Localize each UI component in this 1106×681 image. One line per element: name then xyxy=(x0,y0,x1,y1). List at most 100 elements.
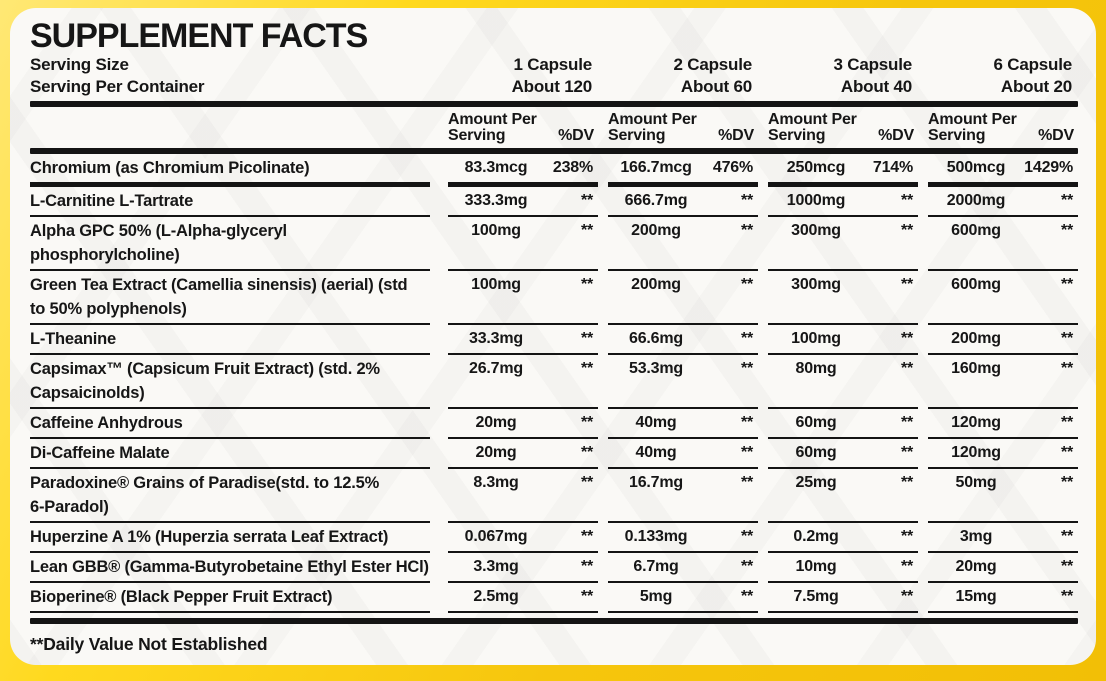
serving-group-cell: 600mg ** xyxy=(928,271,1078,325)
dv-value: ** xyxy=(900,276,913,293)
table-row: Alpha GPC 50% (L-Alpha-glyceryl phosphory… xyxy=(30,217,1078,271)
dv-value: ** xyxy=(740,330,753,347)
ingredient-name-line: L-Theanine xyxy=(30,330,117,348)
column-header-group: Amount Per Serving %DV xyxy=(608,112,758,144)
dv-value: ** xyxy=(740,528,753,545)
amount-value: 16.7mg xyxy=(629,474,683,491)
dv-value: ** xyxy=(580,588,593,605)
amount-per-serving-line1: Amount Per xyxy=(768,111,857,128)
amount-per-serving-line2: Serving xyxy=(768,127,826,144)
ingredient-name: Capsimax™ (Capsicum Fruit Extract) (std.… xyxy=(30,355,430,409)
serving-group-cell: 40mg ** xyxy=(608,409,758,439)
dv-value: ** xyxy=(1060,474,1073,491)
ingredient-name-line: phosphorylcholine) xyxy=(30,246,180,264)
amount-value: 120mg xyxy=(951,444,1001,461)
amount-value: 2000mg xyxy=(946,192,1006,209)
ingredient-name-line: Capsaicinolds) xyxy=(30,384,145,402)
amount-per-serving-line1: Amount Per xyxy=(928,111,1017,128)
amount-value: 200mg xyxy=(951,330,1001,347)
dv-value: ** xyxy=(900,360,913,377)
serving-group-cell: 100mg ** xyxy=(448,271,598,325)
serving-group-cell: 1000mg ** xyxy=(768,187,918,217)
amount-value: 33.3mg xyxy=(469,330,523,347)
divider-bar-bottom xyxy=(30,618,1078,624)
amount-per-serving-line2: Serving xyxy=(928,127,986,144)
amount-value: 300mg xyxy=(791,222,841,239)
amount-value: 120mg xyxy=(951,414,1001,431)
ingredient-name-line: Capsimax™ (Capsicum Fruit Extract) (std.… xyxy=(30,360,380,378)
dv-value: ** xyxy=(580,444,593,461)
serving-group-cell: 100mg ** xyxy=(448,217,598,271)
serving-group-cell: 20mg ** xyxy=(448,409,598,439)
serving-group-cell: 10mg ** xyxy=(768,553,918,583)
serving-option-count: About 40 xyxy=(840,77,912,96)
amount-value: 300mg xyxy=(791,276,841,293)
serving-option-count: About 20 xyxy=(1000,77,1072,96)
serving-group-cell: 2.5mg ** xyxy=(448,583,598,613)
dv-value: ** xyxy=(1060,330,1073,347)
serving-size-label: Serving Size xyxy=(30,55,129,74)
ingredient-name: Alpha GPC 50% (L-Alpha-glyceryl phosphory… xyxy=(30,217,430,271)
amount-per-serving-header: Amount Per Serving xyxy=(448,112,537,144)
dv-value: ** xyxy=(580,360,593,377)
ingredient-name: Lean GBB® (Gamma-Butyrobetaine Ethyl Est… xyxy=(30,553,430,583)
amount-value: 5mg xyxy=(639,588,673,605)
dv-header: %DV xyxy=(558,127,594,144)
amount-value: 66.6mg xyxy=(629,330,683,347)
serving-option-capsules: 6 Capsule xyxy=(993,55,1072,74)
serving-group-cell: 53.3mg ** xyxy=(608,355,758,409)
amount-value: 25mg xyxy=(795,474,837,491)
serving-group-cell: 8.3mg ** xyxy=(448,469,598,523)
dv-value: ** xyxy=(900,528,913,545)
table-row: Green Tea Extract (Camellia sinensis) (a… xyxy=(30,271,1078,325)
serving-option-capsules: 2 Capsule xyxy=(673,55,752,74)
dv-value: ** xyxy=(900,192,913,209)
serving-option-group: 1 Capsule About 120 xyxy=(448,54,598,98)
ingredient-name-line: L-Carnitine L-Tartrate xyxy=(30,192,194,210)
table-row: Lean GBB® (Gamma-Butyrobetaine Ethyl Est… xyxy=(30,553,1078,583)
serving-group-cell: 250mcg 714% xyxy=(768,154,918,187)
amount-value: 53.3mg xyxy=(629,360,683,377)
serving-group-cell: 300mg ** xyxy=(768,217,918,271)
serving-group-cell: 66.6mg ** xyxy=(608,325,758,355)
supplement-facts-panel: SUPPLEMENT FACTS Serving Size Serving Pe… xyxy=(10,8,1096,665)
amount-value: 40mg xyxy=(635,414,677,431)
serving-group-cell: 60mg ** xyxy=(768,439,918,469)
serving-group-cell: 0.067mg ** xyxy=(448,523,598,553)
serving-group-cell: 83.3mcg 238% xyxy=(448,154,598,187)
serving-option-capsules: 3 Capsule xyxy=(833,55,912,74)
table-row: L-Carnitine L-Tartrate 333.3mg ** 666.7mg **… xyxy=(30,187,1078,217)
amount-value: 600mg xyxy=(951,276,1001,293)
dv-value: 238% xyxy=(552,159,593,176)
amount-value: 100mg xyxy=(791,330,841,347)
supplement-facts-title: SUPPLEMENT FACTS xyxy=(30,17,368,55)
serving-group-cell: 60mg ** xyxy=(768,409,918,439)
dv-value: ** xyxy=(740,192,753,209)
serving-group-cell: 200mg ** xyxy=(928,325,1078,355)
dv-value: ** xyxy=(1060,414,1073,431)
ingredient-name: Caffeine Anhydrous xyxy=(30,409,430,439)
dv-header: %DV xyxy=(1038,127,1074,144)
table-row: Di-Caffeine Malate 20mg ** 40mg ** 60mg ** 120m… xyxy=(30,439,1078,469)
serving-group-cell: 50mg ** xyxy=(928,469,1078,523)
dv-value: ** xyxy=(580,192,593,209)
serving-group-cell: 40mg ** xyxy=(608,439,758,469)
serving-group-cell: 500mcg 1429% xyxy=(928,154,1078,187)
serving-group-cell: 5mg ** xyxy=(608,583,758,613)
amount-per-serving-header: Amount Per Serving xyxy=(608,112,697,144)
dv-header: %DV xyxy=(878,127,914,144)
dv-value: ** xyxy=(580,558,593,575)
dv-value: ** xyxy=(580,276,593,293)
serving-group-cell: 2000mg ** xyxy=(928,187,1078,217)
dv-value: ** xyxy=(740,276,753,293)
amount-value: 83.3mcg xyxy=(464,159,528,176)
ingredient-name-line: Lean GBB® (Gamma-Butyrobetaine Ethyl Est… xyxy=(30,558,429,576)
amount-value: 0.2mg xyxy=(793,528,839,545)
serving-option-group: 6 Capsule About 20 xyxy=(928,54,1078,98)
amount-value: 1000mg xyxy=(786,192,846,209)
dv-value: ** xyxy=(580,474,593,491)
serving-group-cell: 3mg ** xyxy=(928,523,1078,553)
serving-group-cell: 166.7mcg 476% xyxy=(608,154,758,187)
table-row: L-Theanine 33.3mg ** 66.6mg ** 100mg ** 200mg ** xyxy=(30,325,1078,355)
amount-value: 20mg xyxy=(475,444,517,461)
